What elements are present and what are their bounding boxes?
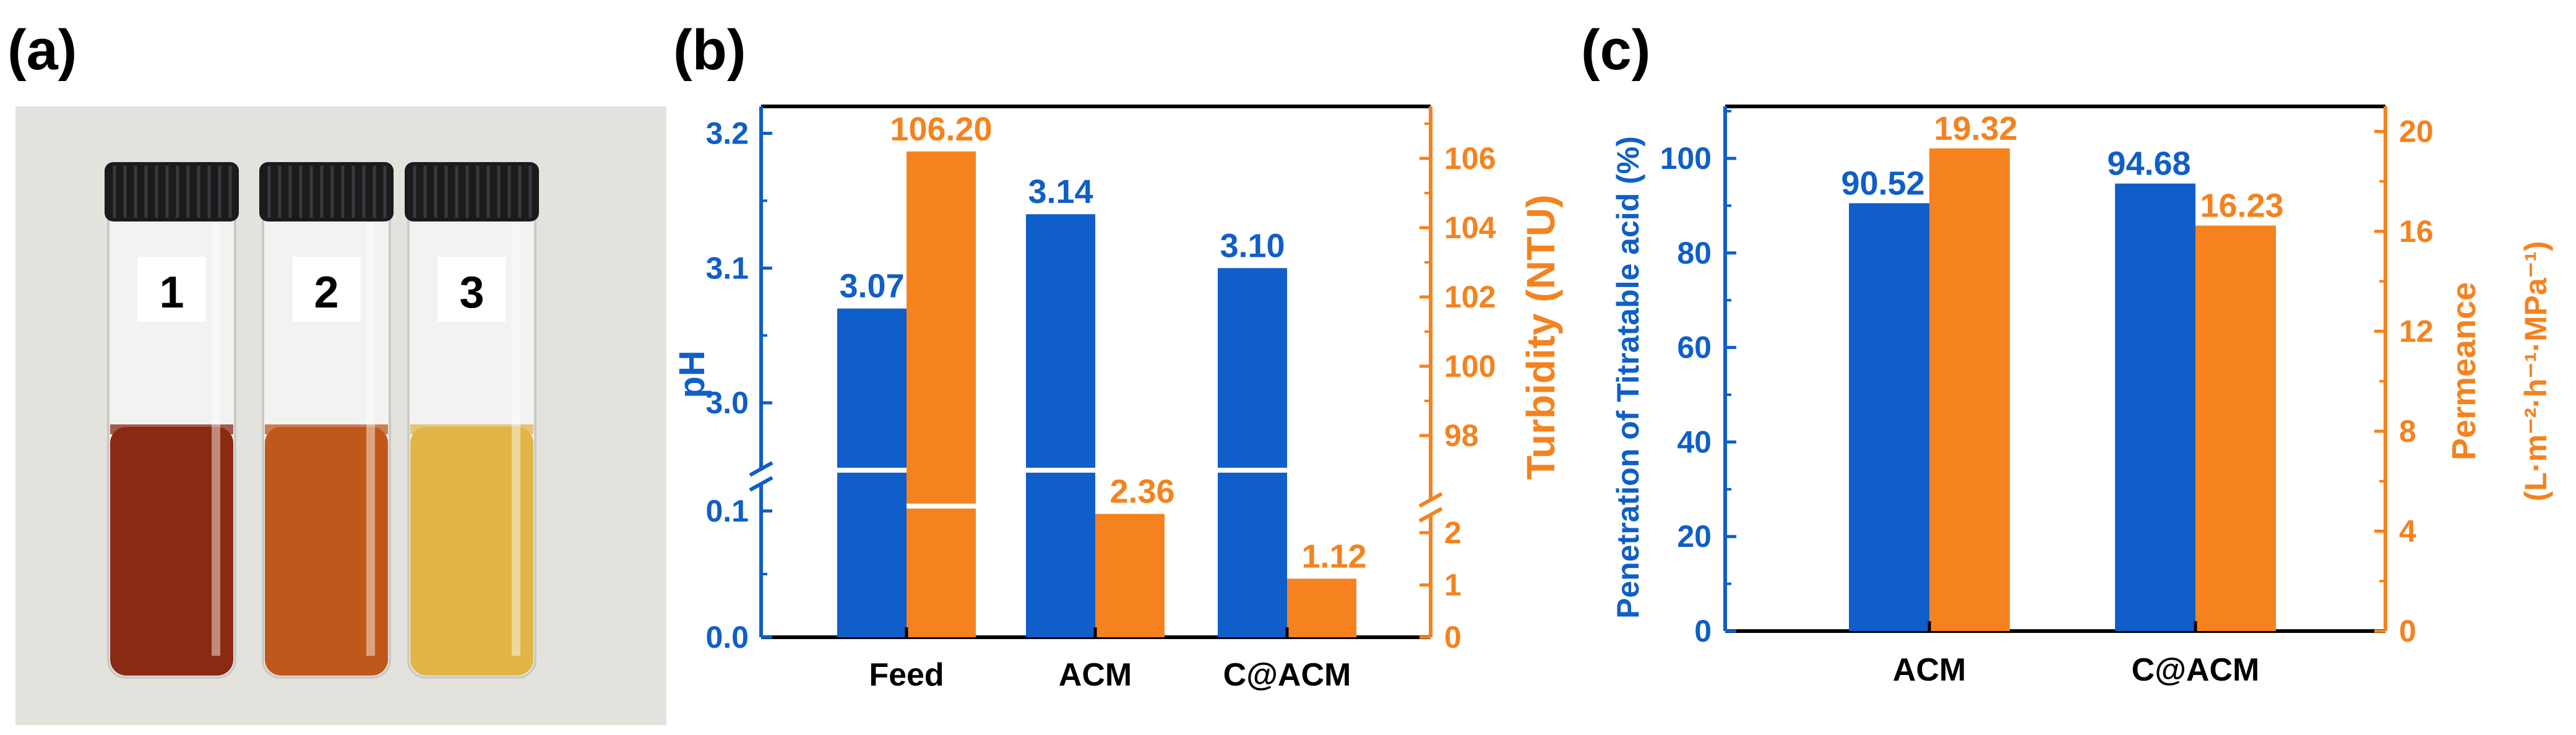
left-tick-label: 3.0: [705, 385, 749, 420]
right-tick-label: 100: [1444, 349, 1496, 384]
vial-meniscus: [110, 424, 233, 434]
x-tick-label: C@ACM: [2132, 652, 2260, 688]
left-tick-label: 40: [1677, 424, 1712, 459]
vial-1: 1: [105, 162, 239, 679]
right-tick-label: 4: [2399, 514, 2416, 548]
data-label-penetration: 94.68: [2107, 145, 2190, 183]
vial-liquid: [110, 427, 233, 676]
vial-cap: [259, 162, 394, 221]
panel-a: (a) 1 2 3: [7, 19, 666, 725]
data-label-ph: 3.14: [1028, 173, 1093, 210]
vial-cap: [405, 162, 539, 221]
panel-a-label: (a): [7, 19, 77, 82]
vial-label: [292, 257, 361, 322]
right-tick-label: 102: [1444, 280, 1496, 314]
vials: 1 2 3: [105, 162, 539, 679]
x-tick-label: C@ACM: [1223, 657, 1351, 693]
data-label-penetration: 90.52: [1841, 165, 1924, 202]
right-axis-title: Turbidity (NTU): [1518, 195, 1563, 480]
left-tick-label: 80: [1677, 236, 1712, 270]
chart-c: 0 20 40 60 80 100 0 4 8 12 16 20 Penetration of Titr…: [1611, 105, 2553, 688]
left-tick-label: 20: [1677, 519, 1712, 554]
right-tick-label: 8: [2399, 414, 2416, 449]
right-tick-label: 98: [1444, 418, 1479, 453]
panel-b-label: (b): [673, 19, 746, 82]
data-label-permeance: 16.23: [2200, 187, 2283, 225]
vial-liquid: [410, 427, 533, 676]
vial-liquid: [265, 427, 388, 676]
bar-ph: [837, 308, 907, 638]
vial-meniscus: [265, 424, 388, 434]
bar-ph: [1218, 268, 1287, 637]
vial-highlight: [366, 223, 375, 656]
vial-meniscus: [410, 424, 533, 434]
left-axis-title: Penetration of Titratable acid (%): [1611, 136, 1645, 619]
right-tick-label: 106: [1444, 141, 1496, 176]
x-tick-label: ACM: [1893, 652, 1966, 688]
right-tick-label: 16: [2399, 214, 2434, 249]
vial-highlight: [212, 223, 220, 656]
left-tick-label: 3.2: [705, 116, 749, 151]
left-tick-label: 0.1: [705, 494, 749, 528]
bar-permeance: [2195, 225, 2276, 631]
left-tick-label: 0.0: [705, 620, 749, 655]
bar-permeance: [1929, 148, 2010, 632]
left-tick-label: 0: [1694, 614, 1712, 648]
vial-3: 3: [405, 162, 539, 679]
right-tick-label: 0: [1444, 620, 1462, 655]
vial-2: 2: [259, 162, 394, 679]
data-label-ph: 3.10: [1220, 227, 1285, 264]
right-tick-label: 104: [1444, 210, 1496, 245]
bar-ph: [1026, 214, 1095, 637]
bar-penetration: [1849, 203, 1929, 631]
right-tick-label: 1: [1444, 568, 1462, 603]
vial-number: 3: [459, 268, 484, 317]
left-tick-label: 60: [1677, 330, 1712, 365]
bar-turbidity: [907, 151, 976, 638]
data-label-permeance: 19.32: [1934, 110, 2017, 147]
right-axis-title: Permeance: [2445, 282, 2483, 460]
left-tick-label: 100: [1660, 141, 1712, 176]
chart-b: 0.0 0.1 3.0 3.1 3.2 0 1 2 98 100 102 104 106 pH Turbid…: [672, 105, 1563, 693]
right-axis-unit: (L·m⁻²·h⁻¹·MPa⁻¹): [2518, 241, 2553, 502]
vial-cap: [105, 162, 239, 221]
left-break-mark: [749, 476, 773, 492]
data-label-turbidity: 106.20: [890, 111, 992, 148]
x-tick-label: ACM: [1059, 657, 1132, 693]
right-tick-label: 12: [2399, 314, 2434, 348]
left-tick-label: 3.1: [705, 251, 749, 285]
data-label-turbidity: 2.36: [1109, 473, 1174, 510]
vial-number: 1: [159, 268, 184, 317]
bar-turbidity: [1095, 514, 1165, 637]
right-break-mark: [1418, 492, 1443, 508]
bar-penetration: [2115, 183, 2195, 631]
vial-number: 2: [314, 268, 338, 317]
right-tick-label: 0: [2399, 614, 2416, 648]
panel-c: (c) 0 20 40 60 80 100 0 4 8 12 16 20 Penetration of …: [1581, 19, 2553, 688]
vial-label: [137, 257, 206, 322]
x-tick-label: Feed: [869, 657, 944, 693]
panel-c-label: (c): [1581, 19, 1650, 82]
data-label-turbidity: 1.12: [1301, 538, 1366, 575]
data-label-ph: 3.07: [839, 268, 904, 305]
right-break-mark: [1418, 507, 1443, 523]
vial-label: [437, 257, 506, 322]
right-tick-label: 2: [1444, 515, 1462, 550]
right-tick-label: 20: [2399, 114, 2434, 148]
vial-highlight: [512, 223, 520, 656]
bar-turbidity: [1287, 578, 1356, 637]
left-break-mark: [749, 461, 773, 477]
left-axis-title: pH: [672, 350, 712, 398]
panel-b: (b) 0.0 0.1 3.0 3.1 3.2 0 1 2 98 100 102 104 106 pH Tu…: [672, 19, 1563, 693]
